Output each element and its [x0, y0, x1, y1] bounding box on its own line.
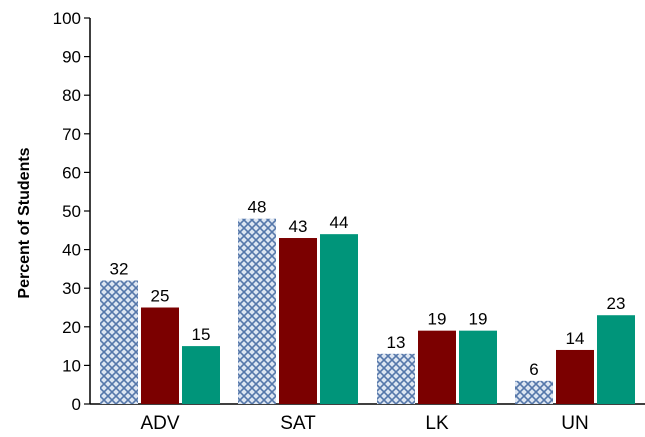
y-tick-label: 100 [53, 9, 81, 28]
bar [141, 307, 179, 404]
data-label: 6 [529, 360, 538, 379]
data-label: 14 [566, 329, 585, 348]
data-label: 25 [151, 287, 170, 306]
data-label: 44 [330, 213, 349, 232]
data-label: 19 [469, 310, 488, 329]
y-tick-label: 20 [62, 318, 81, 337]
y-axis-title: Percent of Students [16, 147, 33, 298]
data-label: 15 [192, 325, 211, 344]
axes: 0 10 20 30 40 50 60 70 80 90 100 [53, 9, 645, 414]
data-label: 43 [289, 217, 308, 236]
y-tick-label: 40 [62, 241, 81, 260]
data-label: 48 [248, 198, 267, 217]
y-tick-label: 0 [72, 395, 81, 414]
bar [597, 315, 635, 404]
y-tick-label: 90 [62, 48, 81, 67]
y-tick-label: 80 [62, 86, 81, 105]
bar [182, 346, 220, 404]
bar [459, 330, 497, 404]
y-tick-label: 10 [62, 356, 81, 375]
x-tick-label: ADV [140, 413, 179, 434]
bar [377, 353, 415, 404]
bar [515, 380, 553, 404]
data-label: 32 [110, 259, 129, 278]
bar [279, 238, 317, 404]
x-tick-label: LK [425, 413, 449, 434]
y-tick-label: 70 [62, 125, 81, 144]
bar [320, 234, 358, 404]
bar [238, 218, 276, 404]
bar [556, 349, 594, 404]
x-tick-label: SAT [280, 413, 316, 434]
y-tick-label: 30 [62, 279, 81, 298]
data-label: 23 [607, 294, 626, 313]
data-label: 13 [387, 333, 406, 352]
labels: 32 25 15 ADV 48 43 44 SAT 13 19 19 LK 6 14 23 UN [110, 198, 626, 434]
x-tick-label: UN [561, 413, 588, 434]
data-label: 19 [428, 310, 447, 329]
y-tick-label: 60 [62, 163, 81, 182]
bar [100, 280, 138, 404]
bars [100, 218, 635, 404]
y-tick-label: 50 [62, 202, 81, 221]
bar [418, 330, 456, 404]
